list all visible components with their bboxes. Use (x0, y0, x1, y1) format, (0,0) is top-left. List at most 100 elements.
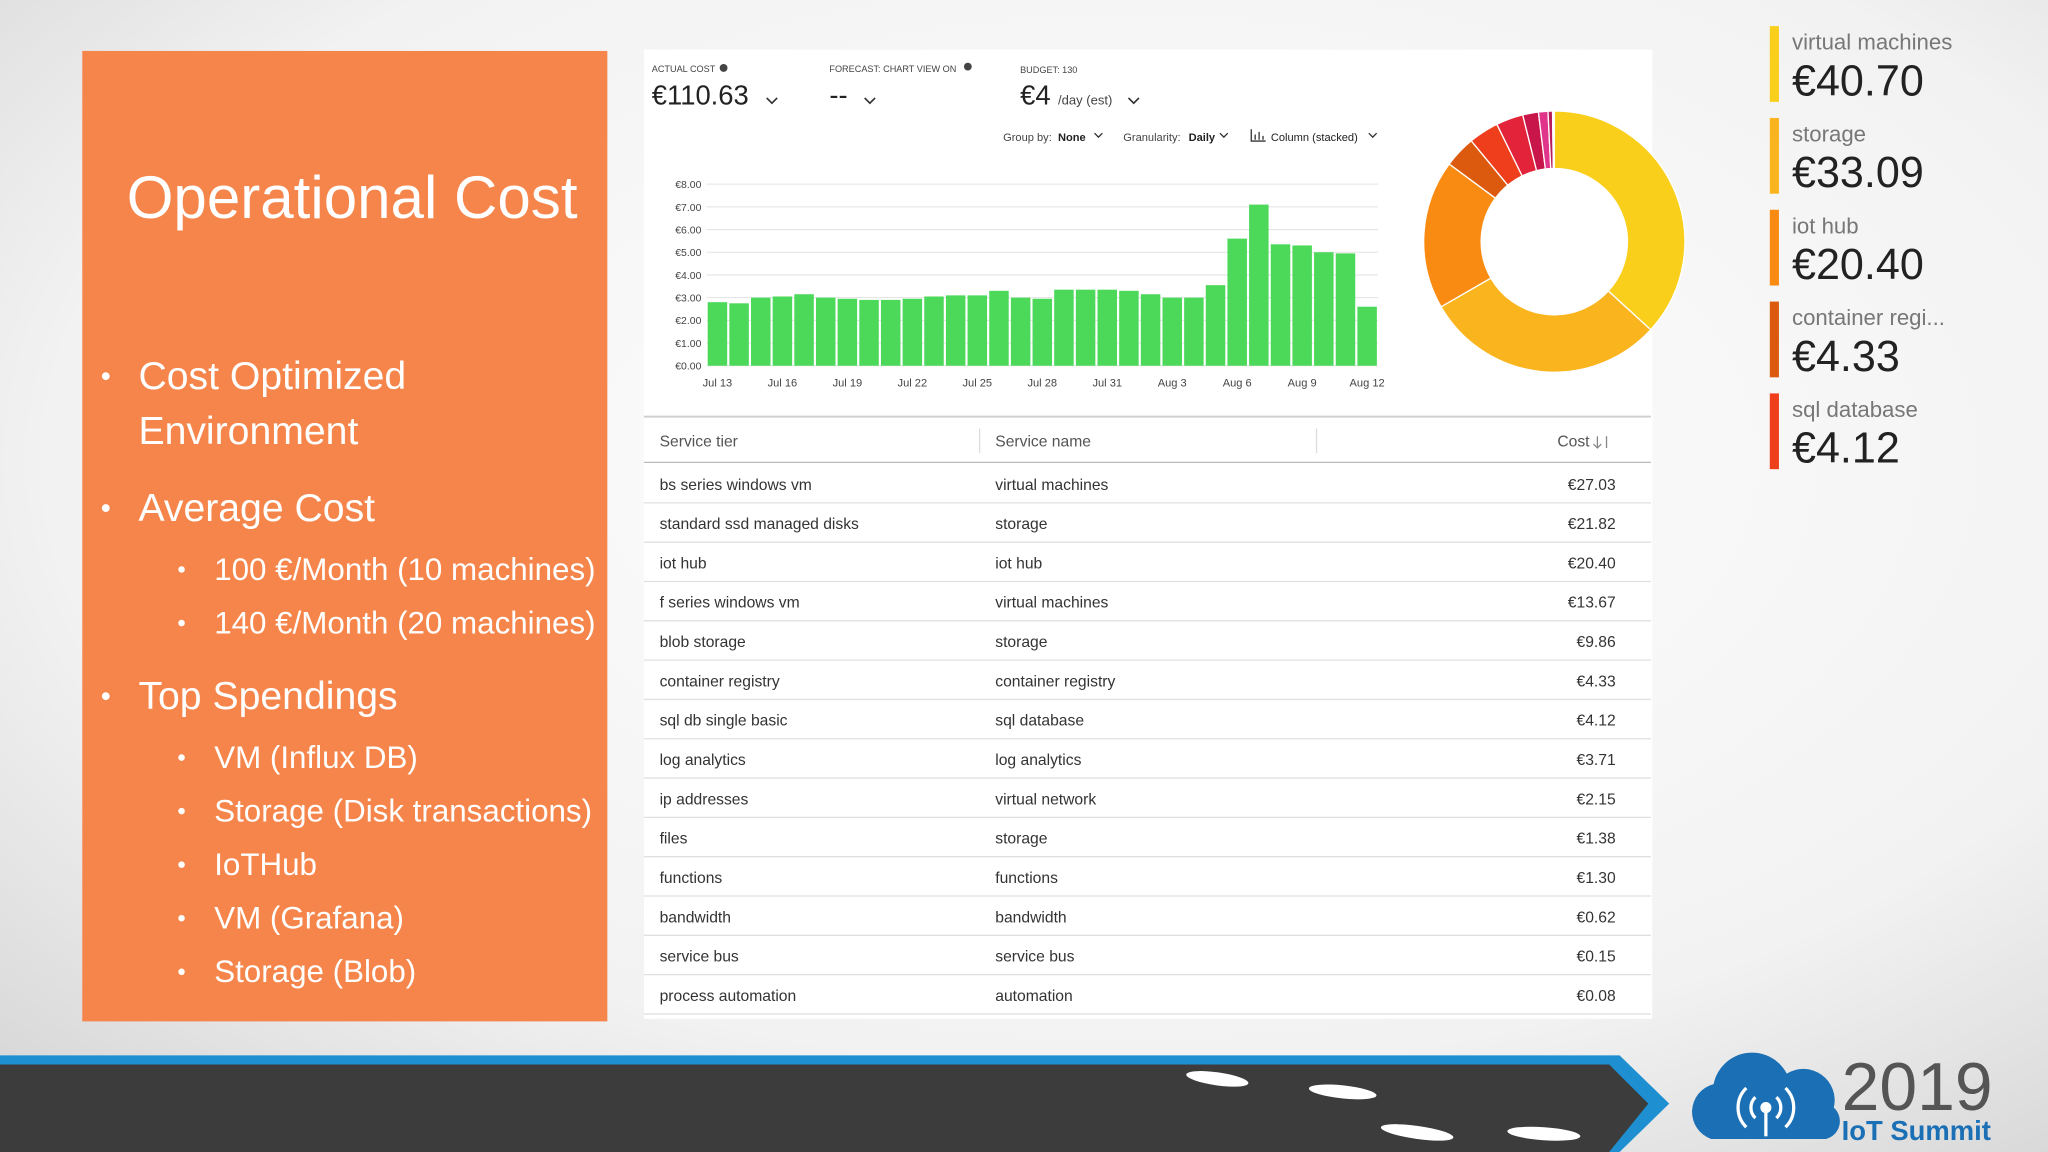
bar (1054, 289, 1074, 366)
chart-icon[interactable] (1250, 129, 1266, 142)
chevron[interactable] (766, 97, 778, 105)
table-cell: €27.03 (1568, 477, 1616, 494)
bar (1270, 244, 1291, 366)
sub-bullet-dot (178, 861, 185, 868)
x-tick-label: Aug 6 (1223, 378, 1252, 390)
view-value[interactable]: Column (stacked) (1271, 132, 1358, 144)
x-tick-label: Jul 31 (1092, 378, 1122, 390)
table-cell: €2.15 (1576, 791, 1615, 808)
table-header: Service name (995, 434, 1091, 451)
bar (945, 295, 966, 366)
footprints (1186, 1071, 1581, 1141)
table-cell: iot hub (995, 555, 1042, 572)
bar (902, 298, 923, 366)
table-cell: bandwidth (660, 909, 731, 926)
sub-bullet-dot (178, 754, 185, 761)
footer: 2019 IoT Summit (0, 1050, 1993, 1152)
sub-bullet-text: IoTHub (214, 847, 317, 882)
budget-unit: /day (est) (1058, 92, 1112, 107)
bar (1075, 289, 1096, 366)
bar (880, 299, 901, 366)
bar (1032, 298, 1053, 366)
legend-value: €4.12 (1792, 425, 1900, 473)
legend-value: €20.40 (1792, 241, 1924, 289)
table-cell: automation (995, 988, 1072, 1005)
budget-label: BUDGET: 130 (1020, 65, 1077, 75)
table-cell: bandwidth (995, 909, 1066, 926)
chevron[interactable] (864, 97, 876, 105)
table-cell: virtual machines (995, 595, 1108, 612)
legend-swatch (1769, 301, 1779, 378)
chevron[interactable] (1219, 132, 1229, 139)
bar (1249, 204, 1269, 366)
donut-legend: virtual machines€40.70 storage €33.09 iot h… (1769, 26, 1952, 473)
sub-bullet-text: Storage (Disk transactions) (214, 794, 592, 829)
sub-bullet-dot (178, 968, 185, 976)
bar (1205, 285, 1226, 366)
table-cell: storage (995, 831, 1048, 848)
footer-event: IoT Summit (1842, 1115, 1991, 1146)
sub-bullet-dot (178, 619, 185, 627)
table-cell: service bus (995, 949, 1074, 966)
chevron[interactable] (1368, 132, 1378, 139)
table-cell: bs series windows vm (660, 477, 812, 494)
footer-year: 2019 (1842, 1050, 1993, 1125)
chevron[interactable] (1127, 97, 1140, 105)
x-tick-label: Jul 22 (898, 378, 928, 390)
table-cell: log analytics (660, 752, 746, 769)
legend-name: sql database (1792, 397, 1918, 422)
y-tick-label: €7.00 (675, 203, 701, 214)
sub-bullet-text: VM (Grafana) (214, 901, 404, 936)
donut-chart (1423, 110, 1686, 373)
y-tick-label: €2.00 (675, 316, 701, 327)
table-cell: €20.40 (1568, 555, 1616, 572)
slide-title: Operational Cost (127, 164, 578, 231)
table-cell: process automation (660, 988, 797, 1005)
legend-name: iot hub (1792, 213, 1859, 238)
forecast-label: FORECAST: CHART VIEW ON (829, 64, 956, 74)
bar (794, 294, 814, 366)
bar (751, 297, 771, 366)
bullet-list: Cost Optimized Environment Average Cost 100… (101, 355, 596, 989)
table-cell: €0.15 (1576, 949, 1615, 966)
bullet-dot (101, 504, 110, 512)
legend-swatch (1769, 117, 1779, 194)
sub-bullet-text: 100 €/Month (10 machines) (214, 552, 595, 587)
table-cell: storage (995, 634, 1048, 651)
bar (1357, 306, 1377, 366)
bullet-dot (101, 372, 110, 381)
bar (815, 297, 836, 366)
group-value[interactable]: None (1058, 132, 1086, 144)
bar (729, 303, 749, 366)
table-header: Cost (1557, 434, 1590, 451)
bar (1010, 297, 1031, 366)
bar-chart: €0.00 €1.00 €2.00 €3.00 €4.00 €5.00 €6.00 €7.00… (675, 180, 1384, 390)
forecast-value: -- (829, 79, 847, 110)
group-label: Group by: (1003, 132, 1052, 144)
table-cell: log analytics (995, 752, 1081, 769)
chevron[interactable] (1094, 132, 1103, 139)
table-cell: €9.86 (1576, 634, 1615, 651)
table-cell: service bus (660, 949, 739, 966)
bar (1184, 297, 1204, 366)
table-cell: blob storage (660, 634, 746, 651)
y-tick-label: €6.00 (675, 225, 701, 236)
bullet-text: Average Cost (138, 487, 375, 530)
table-cell: €3.71 (1576, 752, 1615, 769)
table-cell: virtual machines (995, 477, 1108, 494)
legend-swatch (1769, 26, 1779, 102)
info-icon[interactable] (719, 64, 728, 72)
info-icon[interactable] (963, 62, 972, 71)
bar (1314, 252, 1334, 366)
sub-bullet-dot (178, 566, 185, 573)
table-cell: container registry (995, 673, 1115, 690)
bullet-text: Environment (138, 410, 358, 453)
table-cell: storage (995, 516, 1048, 533)
legend-swatch (1769, 393, 1779, 470)
x-tick-label: Jul 13 (703, 378, 733, 390)
logo-cloud (1692, 1052, 1840, 1139)
cost-header: ACTUAL COST €110.63 FORECAST: CHART VIEW… (652, 62, 1378, 144)
granularity-value[interactable]: Daily (1189, 132, 1216, 144)
sub-bullet-text: VM (Influx DB) (214, 740, 418, 775)
table-cell: functions (995, 870, 1058, 887)
